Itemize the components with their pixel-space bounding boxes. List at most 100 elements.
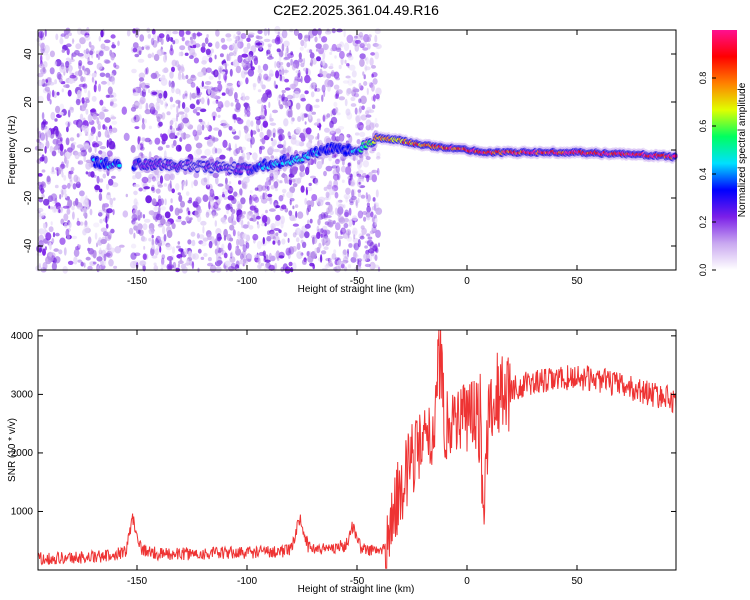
spectrogram-cell [64,156,67,164]
spectrogram-cell [174,207,180,216]
spectrogram-cell [103,59,110,64]
spectrogram-cell [308,182,312,187]
spectrogram-cell [323,246,329,251]
spectrogram-cell [374,117,378,124]
spectrogram-cell [347,162,352,167]
spectrogram-cell [343,42,350,51]
spectrogram-cell [354,107,358,115]
spectrogram-cell [103,109,109,112]
spectrogram-cell [190,241,196,247]
spectrogram-cell [229,68,233,77]
spectrogram-cell [191,181,194,189]
spectrogram-cell [292,205,295,210]
spectrogram-cell [103,253,107,262]
spectrogram-cell [108,259,114,267]
spectrogram-cell [84,87,87,94]
spectrogram-cell [277,239,281,246]
spectrogram-cell [148,151,152,159]
spectrogram-cell [161,254,166,260]
spectrogram-cell [48,81,55,86]
spectrogram-cell [304,223,311,229]
spectrogram-cell [328,156,332,162]
spectrogram-cell [111,42,115,46]
spectrogram-cell [201,42,206,48]
spectrogram-cell [217,114,221,119]
spectrogram-cell [245,242,250,249]
spectrogram-cell [76,133,80,138]
spectrogram-cell [316,56,321,62]
spectrogram-cell [246,253,253,260]
spectrogram-cell [137,58,145,63]
spectrogram-cell [226,123,230,128]
spectrogram-cell [110,92,117,99]
spectrogram-cell [272,132,276,138]
ridge-core [236,164,241,169]
spectrogram-cell [196,112,201,116]
spectrogram-cell [287,131,291,138]
spectrogram-cell [317,132,320,140]
spectrogram-cell [192,253,199,260]
spectrogram-cell [137,143,141,151]
spectrogram-cell [173,38,180,44]
spectrogram-cell [220,104,224,108]
spectrogram-cell [148,125,152,130]
spectrogram-cell [73,174,79,183]
spectrogram-cell [104,60,111,64]
spectrogram-cell [360,95,367,105]
spectrogram-cell [226,54,232,62]
spectrogram-cell [291,134,297,140]
spectrogram-cell [50,111,56,121]
spectrogram-cell [85,159,92,163]
spectrogram-cell [306,142,312,149]
spectrogram-cell [143,218,151,223]
spectrogram-cell [83,212,86,217]
spectrogram-cell [245,77,249,85]
x-tick-label: -100 [237,576,257,587]
spectrogram-cell [223,73,228,81]
spectrogram-cell [275,70,280,79]
spectrogram-cell [112,144,116,150]
spectrogram-cell [68,77,74,84]
spectrogram-cell [330,127,336,134]
spectrogram-cell [252,233,259,241]
spectrogram-cell [248,225,254,230]
spectrogram-cell [313,82,316,89]
spectrogram-cell [262,192,265,200]
spectrogram-cell [316,118,321,123]
x-tick-label: -150 [127,576,147,587]
spectrogram-cell [219,67,222,74]
spectrogram-cell [301,114,305,122]
spectrogram-cell [144,44,151,49]
spectrogram-cell [197,71,204,78]
spectrogram-cell [108,178,114,186]
spectrogram-cell [161,112,166,120]
spectrogram-cell [296,177,302,184]
spectrogram-cell [150,37,155,46]
spectrogram-cell [214,147,218,154]
spectrogram-cell [311,194,318,201]
spectrogram-cell [227,242,232,251]
spectrogram-cell [264,264,267,272]
spectrogram-cell [66,48,70,56]
spectrogram-cell [262,92,269,102]
spectrogram-cell [45,232,52,241]
spectrogram-cell [86,131,89,136]
spectrogram-cell [254,116,261,121]
spectrogram-cell [366,233,371,237]
spectrogram-cell [166,256,174,261]
spectrogram-cell [98,193,103,201]
spectrogram-cell [328,204,333,213]
spectrogram-cell [94,80,97,85]
spectrogram-cell [171,66,175,73]
spectrogram-cell [157,173,160,179]
spectrogram-cell [53,248,59,252]
spectrogram-cell [138,72,146,79]
spectrogram-cell [191,239,196,247]
spectrogram-cell [263,73,269,81]
spectrogram-cell [226,203,233,210]
spectrogram-cell [356,258,359,265]
spectrogram-cell [291,178,296,183]
spectrogram-cell [259,131,264,139]
spectrogram-cell [133,184,140,188]
spectrogram-cell [214,70,218,76]
